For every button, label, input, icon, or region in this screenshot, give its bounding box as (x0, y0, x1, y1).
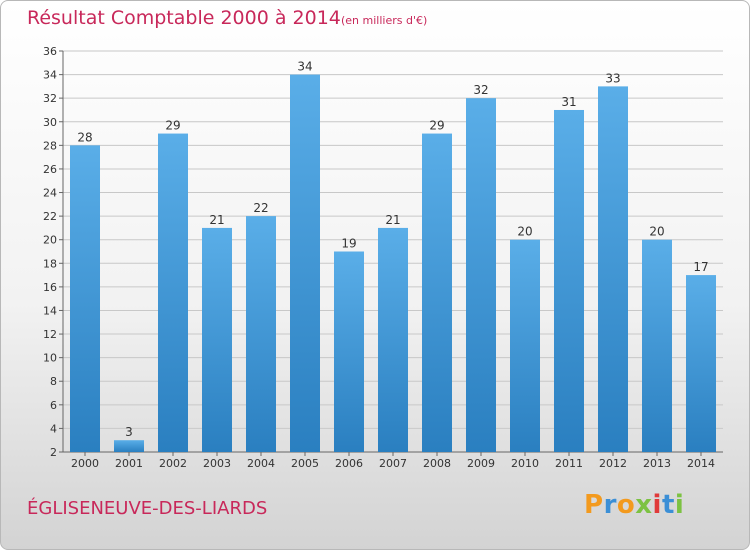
bar-value-label: 21 (385, 213, 400, 227)
bar-value-label: 33 (605, 71, 620, 85)
bar-2012 (598, 86, 628, 452)
bar-2001 (114, 440, 144, 452)
bar-2008 (422, 133, 452, 452)
chart-title: Résultat Comptable 2000 à 2014 (27, 7, 341, 29)
y-tick-label: 22 (43, 210, 57, 223)
x-tick-label: 2013 (643, 457, 671, 470)
y-tick-label: 36 (43, 45, 57, 58)
bar-2000 (70, 145, 100, 452)
y-tick-label: 18 (43, 257, 57, 270)
bar-value-label: 34 (297, 60, 312, 74)
location-name: ÉGLISENEUVE-DES-LIARDS (27, 498, 268, 519)
x-tick-label: 2008 (423, 457, 451, 470)
data-labels: 28 3 29 21 22 34 19 21 29 32 20 31 33 20 17 (77, 60, 708, 440)
y-tick-label: 32 (43, 92, 57, 105)
bar-2011 (554, 109, 584, 453)
bar-2010 (510, 239, 540, 452)
x-tick-label: 2000 (71, 457, 99, 470)
x-tick-label: 2002 (159, 457, 187, 470)
y-tick-label: 2 (50, 446, 57, 459)
y-tick-label: 30 (43, 116, 57, 129)
x-tick-label: 2010 (511, 457, 539, 470)
y-tick-label: 16 (43, 281, 57, 294)
x-tick-label: 2004 (247, 457, 275, 470)
bar-value-label: 28 (77, 130, 92, 144)
brand-letter: i (674, 490, 685, 520)
bar-value-label: 32 (473, 83, 488, 97)
brand-logo[interactable]: Proxiti (584, 490, 684, 520)
x-tick-label: 2012 (599, 457, 627, 470)
bar-value-label: 29 (429, 119, 444, 133)
bars (70, 74, 716, 453)
bar-2004 (246, 216, 276, 452)
x-tick-label: 2005 (291, 457, 319, 470)
bar-2006 (334, 251, 364, 452)
brand-letter: t (661, 490, 675, 520)
bar-value-label: 20 (649, 225, 664, 239)
y-tick-label: 8 (50, 375, 57, 388)
bar-value-label: 21 (209, 213, 224, 227)
x-tick-label: 2014 (687, 457, 715, 470)
bar-2013 (642, 239, 672, 452)
x-tick-label: 2009 (467, 457, 495, 470)
brand-letter: o (616, 490, 636, 520)
y-tick-label: 24 (43, 187, 57, 200)
bar-value-label: 17 (693, 260, 708, 274)
bar-2009 (466, 98, 496, 453)
bar-value-label: 19 (341, 237, 356, 251)
bar-2005 (290, 74, 320, 453)
chart-subtitle: (en milliers d'€) (341, 14, 428, 27)
bar-2002 (158, 133, 188, 452)
x-tick-label: 2003 (203, 457, 231, 470)
x-tick-label: 2006 (335, 457, 363, 470)
brand-letter: r (603, 490, 617, 520)
brand-letter: P (584, 490, 604, 520)
bar-2003 (202, 227, 232, 452)
bar-value-label: 29 (165, 119, 180, 133)
y-tick-label: 34 (43, 69, 57, 82)
bar-value-label: 20 (517, 225, 532, 239)
y-tick-label: 26 (43, 163, 57, 176)
x-tick-label: 2007 (379, 457, 407, 470)
y-tick-label: 28 (43, 139, 57, 152)
y-tick-label: 10 (43, 352, 57, 365)
x-tick-label: 2001 (115, 457, 143, 470)
x-axis-ticks: 2000 2001 2002 2003 2004 2005 2006 2007 2008 2009… (71, 457, 715, 470)
brand-letter: i (652, 490, 662, 520)
y-tick-label: 6 (50, 399, 57, 412)
y-tick-label: 20 (43, 234, 57, 247)
bar-value-label: 3 (125, 425, 133, 439)
bar-2014 (686, 275, 716, 452)
y-tick-label: 4 (50, 422, 57, 435)
bar-value-label: 31 (561, 95, 576, 109)
bar-value-label: 22 (253, 201, 268, 215)
y-tick-label: 12 (43, 328, 57, 341)
x-tick-label: 2011 (555, 457, 583, 470)
brand-letter: x (635, 490, 653, 520)
bar-2007 (378, 227, 408, 452)
y-tick-label: 14 (43, 304, 57, 317)
